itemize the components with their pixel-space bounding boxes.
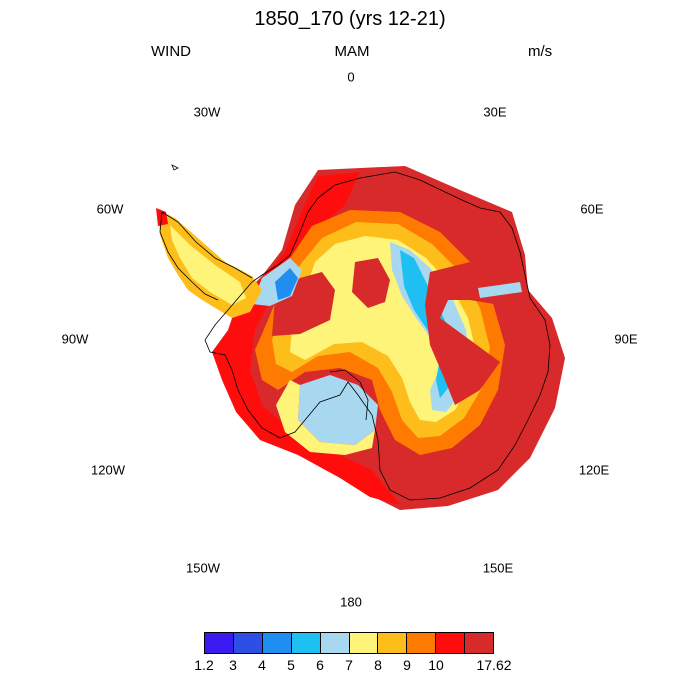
colorbar-swatch	[465, 633, 494, 653]
colorbar-label: 8	[374, 657, 382, 673]
colorbar-swatch	[205, 633, 234, 653]
colorbar-label: 4	[258, 657, 266, 673]
lon-label-120w: 120W	[91, 462, 125, 478]
colorbar-label: 3	[229, 657, 237, 673]
lon-label-0: 0	[347, 69, 355, 85]
wind-region-amery-streak	[478, 282, 522, 298]
variable-label: WIND	[151, 43, 191, 60]
colorbar-label: 9	[403, 657, 411, 673]
lon-label-30w: 30W	[193, 104, 221, 120]
colorbar-swatch	[349, 633, 379, 653]
lon-label-150e: 150E	[482, 560, 514, 576]
plot-title: 1850_170 (yrs 12-21)	[254, 8, 446, 30]
lon-label-90w: 90W	[61, 331, 89, 347]
colorbar-label: 1.2	[194, 657, 214, 673]
colorbar-label: 6	[316, 657, 324, 673]
lon-label-60e: 60E	[580, 201, 604, 217]
colorbar-label: 5	[287, 657, 295, 673]
wind-region-ross-embayment	[298, 375, 378, 445]
lon-label-150w: 150W	[186, 560, 220, 576]
lon-label-90e: 90E	[614, 331, 638, 347]
colorbar-swatch	[407, 633, 437, 653]
colorbar-swatch	[291, 633, 321, 653]
wind-region-peninsula-inner	[170, 225, 246, 305]
season-label: MAM	[334, 43, 370, 60]
wind-region-red-rim	[212, 172, 400, 505]
colorbar-swatch	[436, 633, 466, 653]
wind-region-core-east	[425, 262, 520, 405]
wind-region-core-center	[352, 258, 390, 308]
lon-label-180: 180	[340, 594, 362, 610]
wind-region-ross-rim	[276, 380, 375, 455]
coastline	[159, 164, 551, 501]
colorbar	[204, 632, 494, 654]
lon-label-30e: 30E	[483, 104, 507, 120]
colorbar-label: 7	[345, 657, 353, 673]
units-label: m/s	[528, 43, 553, 60]
lon-label-60w: 60W	[96, 201, 124, 217]
colorbar-swatch	[233, 633, 263, 653]
colorbar-swatch	[320, 633, 350, 653]
colorbar-label: 10	[428, 657, 444, 673]
wind-region-weddell-blue	[275, 268, 298, 300]
colorbar-label: 17.62	[476, 657, 512, 673]
lon-label-120e: 120E	[578, 462, 610, 478]
colorbar-swatch	[378, 633, 408, 653]
wind-region-peninsula-tip	[156, 208, 168, 226]
wind-field	[156, 166, 565, 510]
colorbar-swatch	[262, 633, 292, 653]
